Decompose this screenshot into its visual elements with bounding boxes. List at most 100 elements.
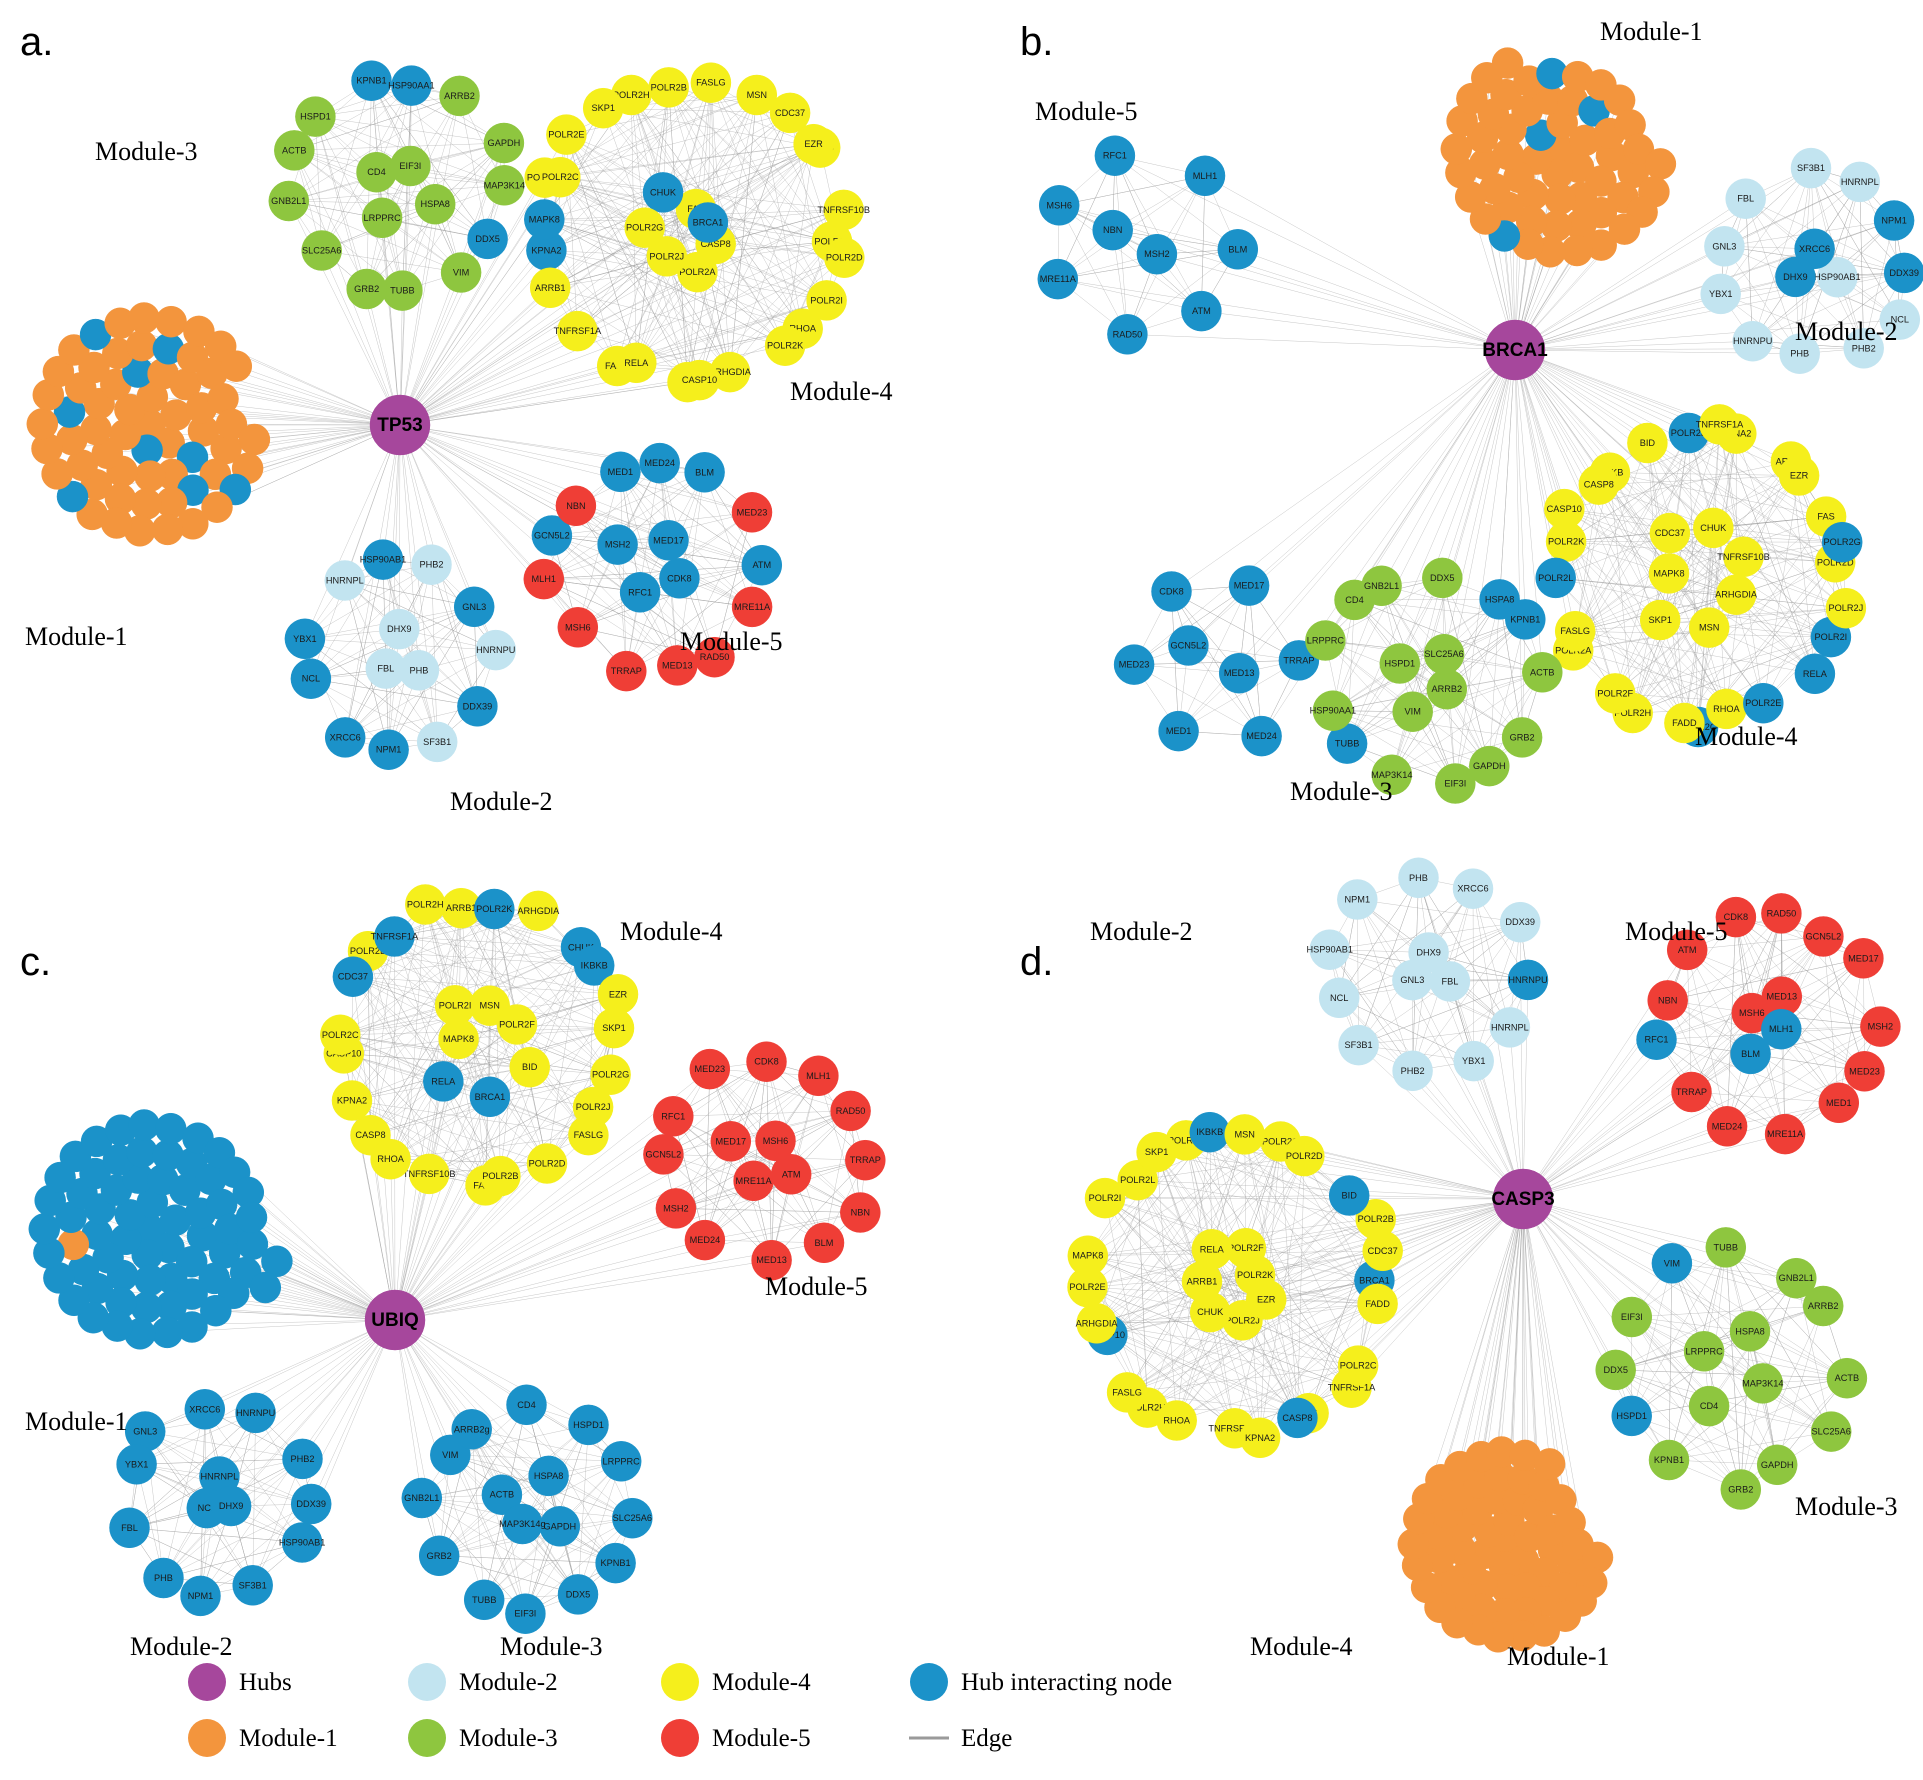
svg-text:MAPK8: MAPK8 (1072, 1251, 1103, 1261)
svg-text:Module-1: Module-1 (1600, 17, 1703, 46)
svg-text:Module-3: Module-3 (95, 137, 198, 166)
svg-text:YBX1: YBX1 (1709, 289, 1733, 299)
svg-text:KPNA2: KPNA2 (531, 245, 561, 255)
svg-text:DDX39: DDX39 (1505, 917, 1535, 927)
svg-text:HSPA8: HSPA8 (420, 199, 449, 209)
svg-text:MLH1: MLH1 (1193, 171, 1218, 181)
svg-text:HSP90AB1: HSP90AB1 (279, 1538, 325, 1548)
svg-text:TUBB: TUBB (1335, 739, 1360, 749)
svg-text:NCL: NCL (302, 674, 320, 684)
svg-text:POLR2I: POLR2I (1089, 1193, 1122, 1203)
svg-text:MED1: MED1 (1166, 726, 1192, 736)
svg-text:CHUK: CHUK (1700, 523, 1727, 533)
svg-text:POLR2K: POLR2K (767, 341, 804, 351)
svg-text:FBL: FBL (1737, 194, 1754, 204)
svg-text:MAPK8: MAPK8 (1653, 568, 1684, 578)
svg-text:POLR2K: POLR2K (476, 904, 513, 914)
svg-text:Module-1: Module-1 (239, 1725, 338, 1752)
svg-text:RAD50: RAD50 (1113, 329, 1143, 339)
svg-text:Module-2: Module-2 (450, 787, 553, 816)
svg-text:MSN: MSN (747, 90, 767, 100)
svg-text:HSP90AB1: HSP90AB1 (1306, 945, 1352, 955)
svg-text:EIF3I: EIF3I (1621, 1312, 1643, 1322)
svg-text:BID: BID (1342, 1191, 1358, 1201)
svg-text:MAPK8: MAPK8 (529, 215, 560, 225)
svg-text:TNFRSF1A: TNFRSF1A (1696, 419, 1744, 429)
svg-text:MED1: MED1 (1826, 1098, 1852, 1108)
svg-text:NBN: NBN (1103, 225, 1122, 235)
svg-text:TNFRSF1A: TNFRSF1A (371, 932, 419, 942)
svg-text:GCN5L2: GCN5L2 (1171, 641, 1207, 651)
svg-text:Module-1: Module-1 (25, 622, 128, 651)
svg-text:UBIQ: UBIQ (371, 1310, 419, 1331)
svg-text:GNB2L1: GNB2L1 (1364, 581, 1399, 591)
svg-text:PHB: PHB (409, 665, 428, 675)
svg-text:HSPA8: HSPA8 (1735, 1326, 1764, 1336)
svg-text:MED17: MED17 (1234, 581, 1265, 591)
svg-text:GCN5L2: GCN5L2 (646, 1149, 682, 1159)
svg-text:ARRB2: ARRB2 (444, 91, 475, 101)
svg-text:GNL3: GNL3 (133, 1427, 157, 1437)
svg-text:EIF3I: EIF3I (514, 1609, 536, 1619)
svg-text:POLR2G: POLR2G (592, 1070, 629, 1080)
svg-text:HSP90AA1: HSP90AA1 (1310, 706, 1356, 716)
svg-text:Module-4: Module-4 (712, 1669, 811, 1696)
svg-text:TUBB: TUBB (390, 286, 415, 296)
svg-text:DDX5: DDX5 (1430, 573, 1455, 583)
svg-text:NPM1: NPM1 (1345, 895, 1371, 905)
svg-text:POLR2J: POLR2J (649, 251, 684, 261)
svg-text:KPNB1: KPNB1 (601, 1558, 631, 1568)
svg-text:MRE11A: MRE11A (734, 602, 771, 612)
svg-text:POLR2B: POLR2B (651, 82, 687, 92)
svg-text:Module-3: Module-3 (459, 1725, 558, 1752)
svg-text:CDC37: CDC37 (1368, 1246, 1398, 1256)
svg-text:Module-2: Module-2 (459, 1669, 558, 1696)
svg-text:HSPA8: HSPA8 (1485, 594, 1514, 604)
svg-text:CD4: CD4 (367, 167, 385, 177)
svg-text:ARHGDIA: ARHGDIA (1715, 590, 1758, 600)
svg-text:FBL: FBL (1441, 976, 1458, 986)
svg-text:FASLG: FASLG (574, 1130, 604, 1140)
svg-text:CDC37: CDC37 (1655, 528, 1685, 538)
svg-text:a.: a. (20, 20, 53, 64)
svg-text:b.: b. (1020, 20, 1053, 64)
svg-text:BID: BID (522, 1062, 538, 1072)
svg-text:MED17: MED17 (715, 1136, 746, 1146)
svg-text:RHOA: RHOA (1163, 1416, 1190, 1426)
svg-text:Module-5: Module-5 (1625, 917, 1728, 946)
svg-text:FADD: FADD (1365, 1299, 1390, 1309)
svg-text:DDX39: DDX39 (463, 701, 493, 711)
svg-text:POLR2F: POLR2F (1597, 688, 1633, 698)
svg-text:HNRNPU: HNRNPU (1733, 336, 1772, 346)
svg-text:LRPPRC: LRPPRC (1307, 636, 1345, 646)
svg-text:ATM: ATM (1192, 306, 1211, 316)
svg-text:MAPK8: MAPK8 (443, 1034, 474, 1044)
svg-text:GNL3: GNL3 (462, 602, 486, 612)
svg-text:HSP90AB1: HSP90AB1 (1814, 272, 1860, 282)
svg-text:ATM: ATM (1678, 945, 1697, 955)
svg-text:TUBB: TUBB (472, 1595, 497, 1605)
svg-text:POLR2C: POLR2C (1340, 1361, 1377, 1371)
svg-text:GNB2L1: GNB2L1 (1779, 1273, 1814, 1283)
svg-text:DHX9: DHX9 (387, 624, 412, 634)
svg-text:POLR2E: POLR2E (1069, 1282, 1105, 1292)
svg-text:ARRB1: ARRB1 (535, 283, 566, 293)
svg-text:LRPPRC: LRPPRC (1685, 1346, 1723, 1356)
svg-text:Module-4: Module-4 (790, 377, 893, 406)
svg-text:POLR2L: POLR2L (1538, 573, 1573, 583)
svg-text:CD4: CD4 (517, 1400, 535, 1410)
svg-text:RELA: RELA (1803, 669, 1828, 679)
svg-text:MED13: MED13 (756, 1255, 787, 1265)
svg-text:POLR2J: POLR2J (576, 1102, 611, 1112)
svg-text:MAP3K14: MAP3K14 (1742, 1378, 1783, 1388)
svg-text:MSN: MSN (1699, 623, 1719, 633)
svg-text:POLR2D: POLR2D (826, 253, 863, 263)
svg-text:HNRNPU: HNRNPU (476, 645, 515, 655)
svg-text:NBN: NBN (851, 1208, 870, 1218)
svg-text:ARHGDIA: ARHGDIA (1076, 1318, 1119, 1328)
svg-text:CASP8: CASP8 (1584, 480, 1614, 490)
svg-text:XRCC6: XRCC6 (1457, 884, 1488, 894)
svg-text:TNFRSF10B: TNFRSF10B (1717, 552, 1770, 562)
svg-text:CD4: CD4 (1345, 595, 1363, 605)
svg-text:EIF3I: EIF3I (399, 161, 421, 171)
